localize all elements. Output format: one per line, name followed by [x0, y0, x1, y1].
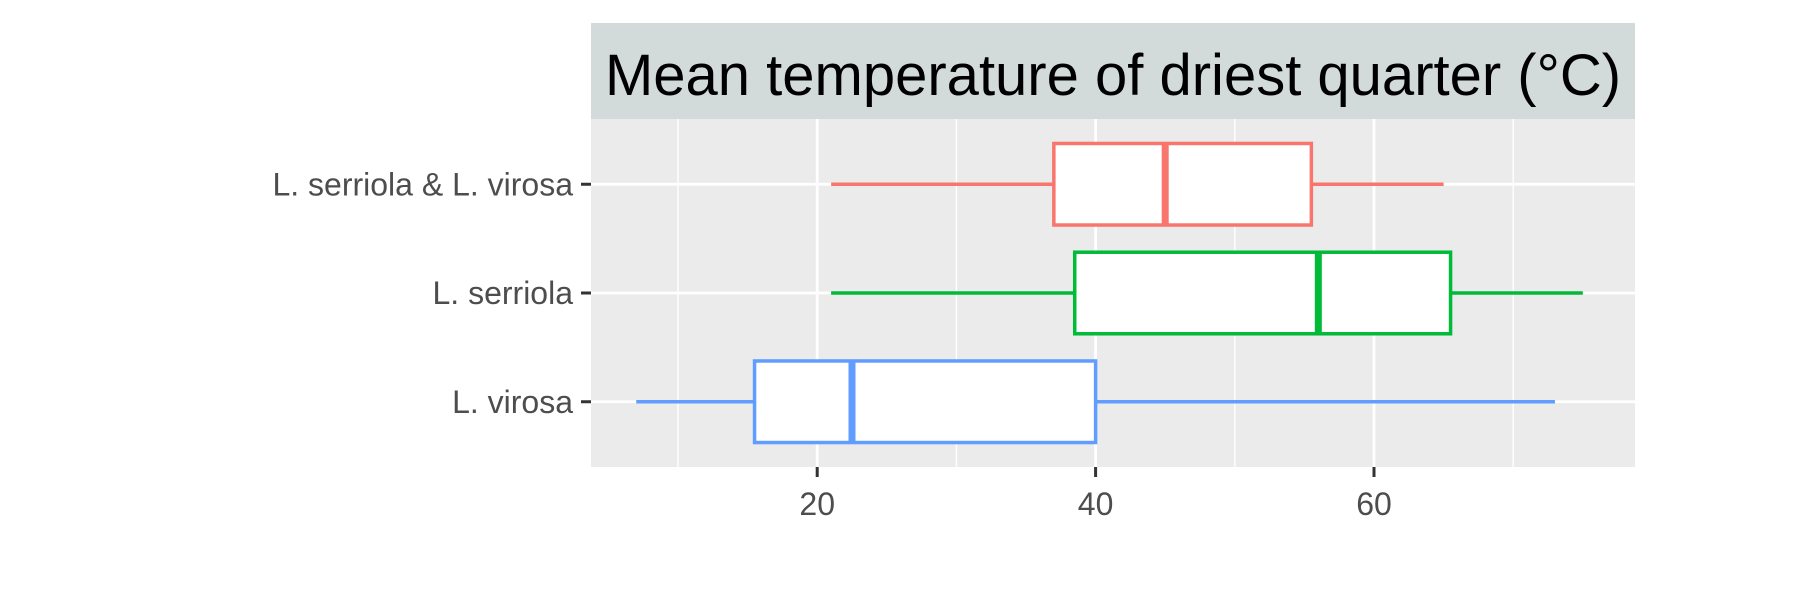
- boxplot-1: [831, 141, 1444, 227]
- x-tick-label: 60: [1356, 486, 1392, 522]
- y-tick-label: L. serriola & L. virosa: [272, 166, 573, 202]
- y-tick-label: L. serriola: [433, 275, 574, 311]
- chart-title: Mean temperature of driest quarter (°C): [605, 43, 1621, 108]
- box: [752, 359, 1098, 445]
- x-tick-label: 20: [799, 486, 835, 522]
- y-axis: L. serriola & L. virosa L. serriola L. vir…: [272, 166, 591, 420]
- y-tick-label: L. virosa: [452, 384, 573, 420]
- strip-background: [591, 23, 1635, 119]
- box: [1052, 141, 1314, 227]
- boxplots: [636, 141, 1583, 445]
- boxplot-3: [636, 359, 1555, 445]
- x-axis: 20 40 60: [799, 467, 1392, 522]
- x-tick-label: 40: [1078, 486, 1114, 522]
- box: [1072, 250, 1453, 336]
- boxplot-2: [831, 250, 1583, 336]
